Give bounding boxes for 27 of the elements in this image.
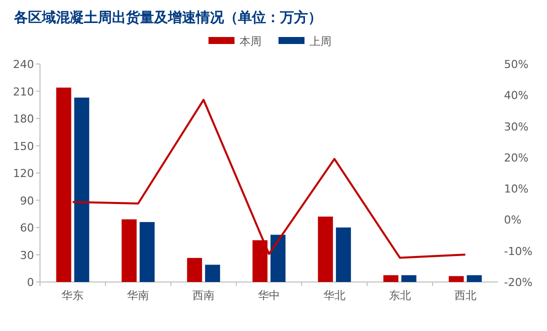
legend-label: 本周 xyxy=(240,35,262,48)
x-tick-label: 华东 xyxy=(62,289,84,302)
y-tick-label: 0 xyxy=(27,276,34,289)
x-tick-label: 华中 xyxy=(258,289,280,302)
y-tick-label: 120 xyxy=(13,167,34,180)
y-tick-label: 60 xyxy=(20,222,34,234)
y2-tick-label: 40% xyxy=(504,89,528,102)
y-tick-label: 180 xyxy=(13,112,34,126)
y-tick-label: 240 xyxy=(13,58,34,71)
y2-tick-label: 10% xyxy=(504,182,528,196)
y2-tick-label: 20% xyxy=(504,151,528,164)
y2-tick-label: -20% xyxy=(504,276,532,289)
y-tick-label: 30 xyxy=(20,248,34,262)
x-tick-label: 西南 xyxy=(192,289,215,302)
y2-tick-label: 50% xyxy=(504,58,528,71)
title: 各区域混凝土周出货量及增速情况（单位：万方） xyxy=(14,10,322,26)
y2-tick-label: -10% xyxy=(504,244,532,258)
y-tick-label: 90 xyxy=(20,194,34,208)
y2-tick-label: 0% xyxy=(504,214,522,227)
y2-tick-label: 30% xyxy=(504,120,528,134)
x-tick-label: 西北 xyxy=(454,289,476,302)
y-tick-label: 210 xyxy=(13,85,34,98)
y-tick-label: 150 xyxy=(13,140,34,153)
x-tick-label: 华南 xyxy=(127,289,150,302)
x-tick-label: 华北 xyxy=(323,289,346,302)
legend-label: 上周 xyxy=(310,35,332,48)
x-tick-label: 东北 xyxy=(388,289,411,302)
